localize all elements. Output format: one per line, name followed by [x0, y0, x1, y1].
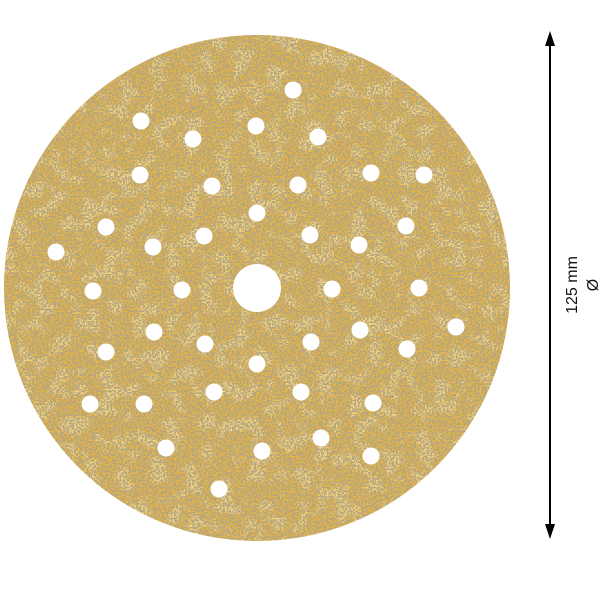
diameter-symbol: Ø [583, 256, 600, 314]
arrow-head-down-icon [545, 524, 555, 539]
sanding-disc [4, 35, 510, 541]
disc-grit [4, 35, 510, 541]
diameter-label: 125 mm Ø [562, 256, 600, 314]
dimension-arrow [545, 31, 555, 539]
diameter-value: 125 mm [564, 256, 581, 314]
arrow-head-up-icon [545, 31, 555, 46]
